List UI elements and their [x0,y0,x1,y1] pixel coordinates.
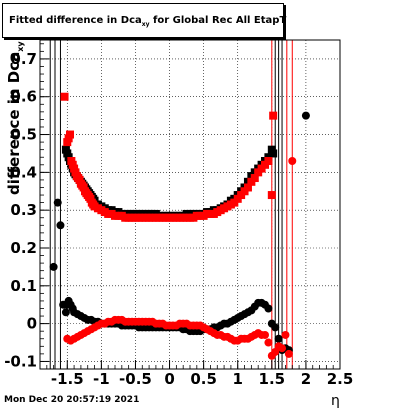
marker-layer [49,92,310,360]
title-box: Fitted difference in Dcaxy for Global Re… [2,3,286,38]
data-point-circle [281,330,290,339]
chart-title-subscript: xy [141,21,150,28]
y-tick-label: 0.1 [10,277,37,295]
x-tick-label: 2.5 [327,370,354,388]
x-tick-label: 2 [301,370,311,388]
y-tick-label: 0 [27,315,37,333]
y-tick-label: 0.3 [10,201,37,219]
error-bar-layer [49,40,293,369]
y-tick-label: -0.1 [4,352,37,370]
data-point-square [250,174,259,183]
data-point-circle [271,323,280,332]
data-point-square [243,183,252,192]
x-tick-label: 1 [233,370,243,388]
chart-title-prefix: Fitted difference in Dca [9,15,142,26]
timestamp: Mon Dec 20 20:57:19 2021 [4,395,140,405]
y-tick-label: 0.4 [10,163,37,181]
data-point-square [269,149,278,158]
x-tick-label: -0.5 [119,370,152,388]
y-tick-label: 0.6 [10,88,37,106]
data-point-square [267,191,276,200]
data-point-square [66,130,74,139]
data-point-circle [278,344,287,353]
data-point-circle [53,198,62,207]
y-tick-label: 0.2 [10,239,37,257]
y-axis-label-prefix: difference in Dca [5,51,23,195]
x-tick-label: 1.5 [259,370,286,388]
y-tick-label: 0.5 [10,126,37,144]
data-point-square [60,92,69,101]
y-axis-label-subscript: xy [16,41,25,52]
data-point-circle [288,157,297,166]
chart-title-suffix: for Global Rec All EtapT [149,15,287,26]
x-tick-label: -1 [93,370,110,388]
data-point-square [269,111,278,120]
data-point-circle [264,304,273,313]
data-point-circle [56,221,65,230]
data-point-circle [274,334,283,343]
data-point-circle [301,111,310,120]
data-point-circle [264,338,273,347]
data-point-circle [49,262,58,271]
data-point-circle [61,308,70,317]
data-point-circle [284,349,293,358]
data-point-square [264,157,273,166]
x-tick-label: 0.5 [190,370,217,388]
axis-layer: -1.5 -1 -0.5 0 0.5 1 1.5 2 2.5 -0.1 0 0.1 0.2 0.3 0.4 0… [4,43,354,388]
x-axis-label: η [331,393,340,409]
x-tick-label: 0 [164,370,174,388]
chart-title: Fitted difference in Dcaxy for Global Re… [9,15,286,28]
y-tick-label: 0.7 [10,50,37,68]
data-point-circle [261,330,269,339]
x-tick-label: -1.5 [51,370,84,388]
y-axis-label: difference in Dcaxy [5,41,25,195]
